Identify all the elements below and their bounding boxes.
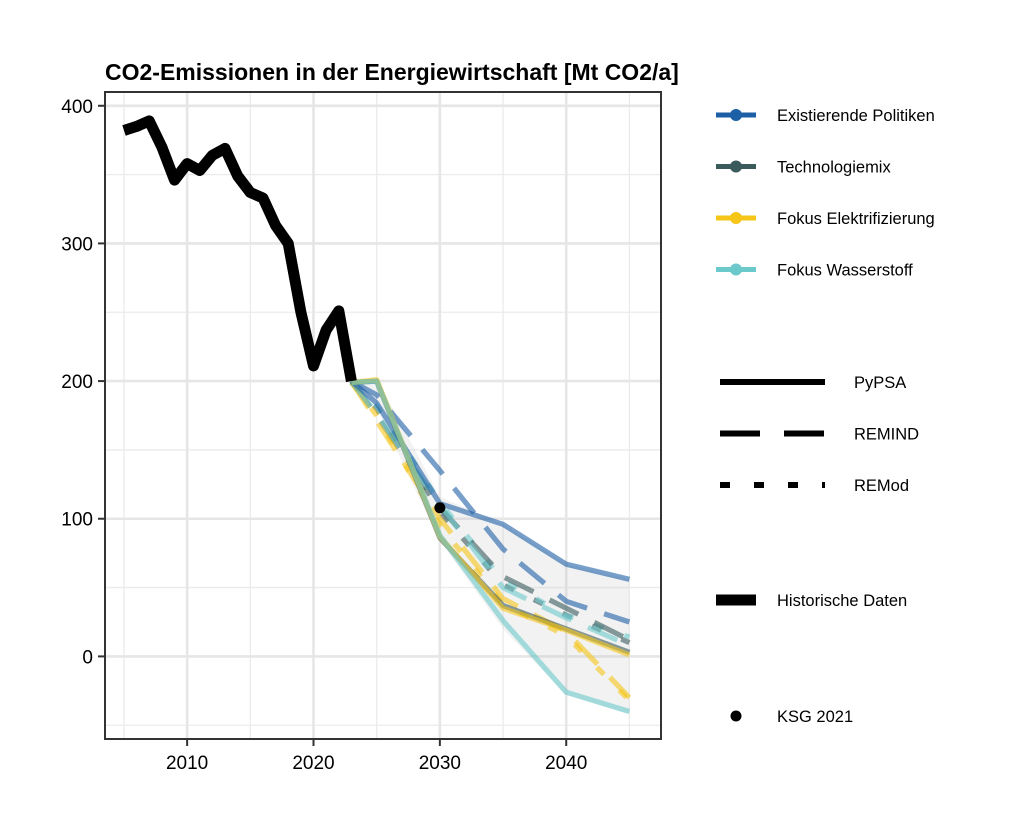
legend-label: Historische Daten: [777, 592, 907, 610]
scenario-series: [349, 377, 632, 714]
legend-label: PyPSA: [854, 374, 906, 392]
x-tick-label: 2020: [292, 753, 334, 774]
series-line-fokus-wasserstoff-remind: [349, 379, 631, 648]
legend-label: Fokus Elektrifizierung: [777, 210, 935, 228]
x-tick-label: 2030: [419, 753, 461, 774]
legend-item-technologiemix: Technologiemix: [716, 159, 891, 177]
historical-line: [122, 115, 357, 383]
legend-label: Fokus Wasserstoff: [777, 262, 913, 280]
legend-item-fokus-elektrifizierung: Fokus Elektrifizierung: [716, 210, 935, 228]
x-tick-label: 2010: [166, 753, 208, 774]
y-tick-label: 200: [61, 372, 93, 393]
legend-item-pypsa: PyPSA: [720, 374, 906, 392]
legend-item-remind: REMIND: [720, 426, 919, 444]
series-line-existierende-politiken-remind: [350, 378, 631, 625]
y-tick-label: 100: [61, 510, 93, 531]
grid-minor: [105, 92, 661, 739]
legend-label: REMIND: [854, 426, 919, 444]
legend-label: KSG 2021: [777, 708, 853, 726]
legend-item-ksg-2021: KSG 2021: [730, 708, 853, 726]
legend-item-remod: REMod: [720, 477, 909, 495]
plot-panel: [104, 91, 662, 740]
y-axis: 0 100 200 300 400: [61, 97, 105, 668]
legend-item-fokus-wasserstoff: Fokus Wasserstoff: [716, 262, 913, 280]
chart-title: CO2-Emissionen in der Energiewirtschaft …: [105, 59, 679, 85]
series-line-fokus-elektrifizierung-remind: [349, 379, 632, 700]
series-line-fokus-elektrifizierung-remod: [349, 380, 632, 703]
y-tick-label: 0: [82, 647, 93, 668]
x-axis: 2010 2020 2030 2040: [166, 739, 587, 774]
legend-label: REMod: [854, 477, 909, 495]
ksg-2021-point: [434, 502, 446, 514]
legend-item-existierende-politiken: Existierende Politiken: [716, 107, 935, 125]
legend-marker: [730, 212, 742, 224]
x-tick-label: 2040: [545, 753, 587, 774]
legend-item-historical: Historische Daten: [716, 592, 907, 610]
legend-marker: [730, 160, 742, 173]
legend: Existierende Politiken Technologiemix Foku…: [716, 107, 935, 726]
legend-marker: [730, 710, 742, 722]
legend-label: Technologiemix: [777, 159, 891, 177]
legend-marker: [730, 263, 742, 276]
y-tick-label: 400: [61, 97, 93, 118]
series-line-fokus-wasserstoff-pypsa: [351, 378, 631, 714]
panel-border: [104, 91, 662, 740]
y-tick-label: 300: [61, 234, 93, 255]
legend-label: Existierende Politiken: [777, 107, 935, 125]
series-line-existierende-politiken-pypsa: [349, 379, 631, 582]
legend-marker: [730, 109, 742, 121]
